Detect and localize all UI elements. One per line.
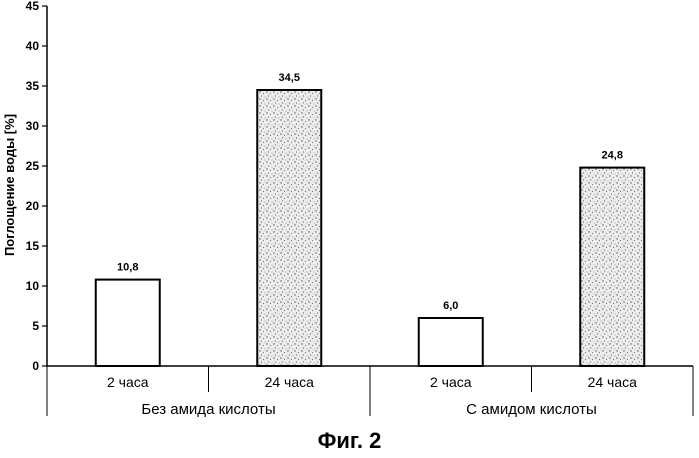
y-tick-label: 5 [32, 319, 39, 333]
y-tick-label: 0 [32, 359, 39, 373]
y-tick-label: 45 [26, 0, 40, 13]
bar-value-label: 24,8 [602, 150, 623, 162]
x-group-label: Без амида кислоты [141, 401, 275, 418]
bar-value-label: 6,0 [443, 300, 458, 312]
bar-chart: 0 5 10 15 20 25 30 35 40 45 10,8 34,5 6,0 24,8 2 час… [0, 0, 699, 430]
y-tick-label: 25 [26, 159, 40, 173]
figure-caption: Фиг. 2 [0, 428, 699, 454]
x-category-label: 24 часа [588, 374, 638, 390]
bars: 10,8 34,5 6,0 24,8 [96, 72, 645, 366]
bar-value-label: 34,5 [279, 72, 300, 84]
x-category-label: 2 часа [107, 374, 149, 390]
x-category-label: 2 часа [430, 374, 472, 390]
x-axis: 2 часа 24 часа Без амида кислоты 2 часа 24 ч… [47, 366, 693, 418]
bar [580, 168, 644, 366]
y-axis-label: Поглощение воды [%] [2, 114, 17, 256]
y-tick-label: 35 [26, 79, 40, 93]
bar [257, 90, 321, 366]
bar [419, 318, 483, 366]
y-tick-label: 10 [26, 279, 40, 293]
y-tick-label: 40 [26, 39, 40, 53]
y-tick-label: 15 [26, 239, 40, 253]
bar [96, 280, 160, 366]
x-category-label: 24 часа [265, 374, 315, 390]
x-group-label: С амидом кислоты [466, 401, 597, 418]
y-axis: 0 5 10 15 20 25 30 35 40 45 [26, 0, 47, 373]
y-tick-label: 20 [26, 199, 40, 213]
y-tick-label: 30 [26, 119, 40, 133]
bar-value-label: 10,8 [117, 262, 138, 274]
